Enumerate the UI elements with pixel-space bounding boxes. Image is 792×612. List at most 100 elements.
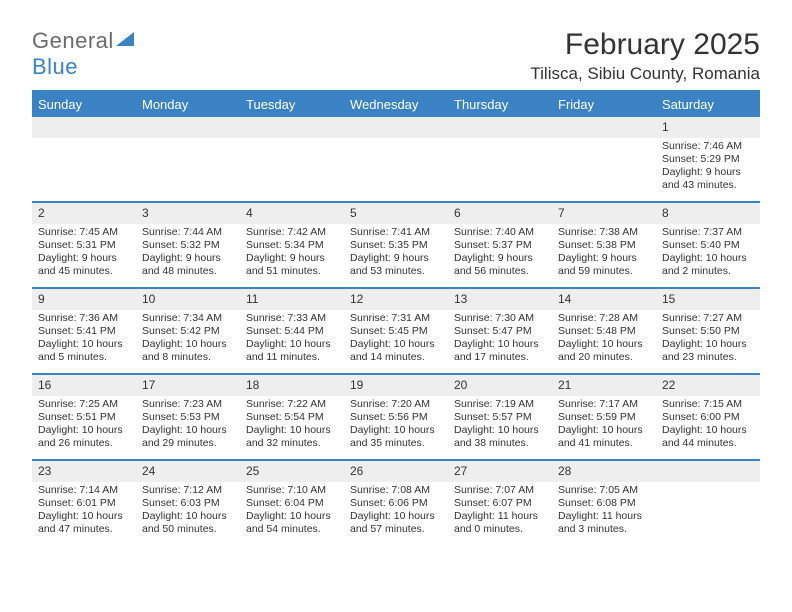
sunset-text: Sunset: 5:56 PM <box>350 411 442 424</box>
day-number: 14 <box>552 289 656 310</box>
daylight-text: Daylight: 9 hours and 59 minutes. <box>558 252 650 278</box>
sunrise-text: Sunrise: 7:34 AM <box>142 312 234 325</box>
day-cell: Sunrise: 7:30 AMSunset: 5:47 PMDaylight:… <box>448 310 552 374</box>
day-content: Sunrise: 7:05 AMSunset: 6:08 PMDaylight:… <box>552 482 656 541</box>
sunrise-text: Sunrise: 7:25 AM <box>38 398 130 411</box>
day-number: 9 <box>32 289 136 310</box>
day-content-row: Sunrise: 7:45 AMSunset: 5:31 PMDaylight:… <box>32 224 760 288</box>
sunset-text: Sunset: 5:37 PM <box>454 239 546 252</box>
daylight-text: Daylight: 9 hours and 53 minutes. <box>350 252 442 278</box>
day-number-cell: 2 <box>32 203 136 224</box>
day-number <box>448 117 552 138</box>
day-number-cell: 17 <box>136 375 240 396</box>
day-cell: Sunrise: 7:12 AMSunset: 6:03 PMDaylight:… <box>136 482 240 546</box>
day-cell: Sunrise: 7:08 AMSunset: 6:06 PMDaylight:… <box>344 482 448 546</box>
day-number-cell: 20 <box>448 375 552 396</box>
day-cell: Sunrise: 7:05 AMSunset: 6:08 PMDaylight:… <box>552 482 656 546</box>
day-cell: Sunrise: 7:38 AMSunset: 5:38 PMDaylight:… <box>552 224 656 288</box>
day-number-cell: 9 <box>32 289 136 310</box>
calendar-head: SundayMondayTuesdayWednesdayThursdayFrid… <box>32 92 760 117</box>
day-content: Sunrise: 7:31 AMSunset: 5:45 PMDaylight:… <box>344 310 448 369</box>
daylight-text: Daylight: 10 hours and 8 minutes. <box>142 338 234 364</box>
day-cell: Sunrise: 7:19 AMSunset: 5:57 PMDaylight:… <box>448 396 552 460</box>
day-content: Sunrise: 7:22 AMSunset: 5:54 PMDaylight:… <box>240 396 344 455</box>
day-number-cell: 11 <box>240 289 344 310</box>
day-number: 5 <box>344 203 448 224</box>
day-number: 17 <box>136 375 240 396</box>
day-content: Sunrise: 7:30 AMSunset: 5:47 PMDaylight:… <box>448 310 552 369</box>
daylight-text: Daylight: 10 hours and 50 minutes. <box>142 510 234 536</box>
sunset-text: Sunset: 5:32 PM <box>142 239 234 252</box>
day-cell: Sunrise: 7:31 AMSunset: 5:45 PMDaylight:… <box>344 310 448 374</box>
day-cell <box>448 138 552 202</box>
day-cell: Sunrise: 7:20 AMSunset: 5:56 PMDaylight:… <box>344 396 448 460</box>
sunrise-text: Sunrise: 7:10 AM <box>246 484 338 497</box>
day-content: Sunrise: 7:36 AMSunset: 5:41 PMDaylight:… <box>32 310 136 369</box>
header: GeneralBlue February 2025 Tilisca, Sibiu… <box>32 28 760 84</box>
sunrise-text: Sunrise: 7:23 AM <box>142 398 234 411</box>
day-number-cell <box>344 117 448 138</box>
day-number-cell: 25 <box>240 461 344 482</box>
sunset-text: Sunset: 5:40 PM <box>662 239 754 252</box>
brand-part1: General <box>32 28 114 53</box>
day-content: Sunrise: 7:15 AMSunset: 6:00 PMDaylight:… <box>656 396 760 455</box>
day-number-cell: 7 <box>552 203 656 224</box>
sunrise-text: Sunrise: 7:38 AM <box>558 226 650 239</box>
day-content: Sunrise: 7:46 AMSunset: 5:29 PMDaylight:… <box>656 138 760 197</box>
weekday-header: Friday <box>552 92 656 117</box>
daylight-text: Daylight: 10 hours and 26 minutes. <box>38 424 130 450</box>
sunrise-text: Sunrise: 7:41 AM <box>350 226 442 239</box>
day-content: Sunrise: 7:08 AMSunset: 6:06 PMDaylight:… <box>344 482 448 541</box>
day-number-cell: 6 <box>448 203 552 224</box>
daylight-text: Daylight: 10 hours and 5 minutes. <box>38 338 130 364</box>
day-number-cell: 8 <box>656 203 760 224</box>
day-cell: Sunrise: 7:15 AMSunset: 6:00 PMDaylight:… <box>656 396 760 460</box>
daylight-text: Daylight: 10 hours and 41 minutes. <box>558 424 650 450</box>
day-number: 8 <box>656 203 760 224</box>
day-content: Sunrise: 7:07 AMSunset: 6:07 PMDaylight:… <box>448 482 552 541</box>
sunset-text: Sunset: 5:41 PM <box>38 325 130 338</box>
weekday-row: SundayMondayTuesdayWednesdayThursdayFrid… <box>32 92 760 117</box>
day-content: Sunrise: 7:20 AMSunset: 5:56 PMDaylight:… <box>344 396 448 455</box>
daylight-text: Daylight: 11 hours and 0 minutes. <box>454 510 546 536</box>
sunrise-text: Sunrise: 7:36 AM <box>38 312 130 325</box>
day-cell: Sunrise: 7:33 AMSunset: 5:44 PMDaylight:… <box>240 310 344 374</box>
day-number-cell: 18 <box>240 375 344 396</box>
sunset-text: Sunset: 5:48 PM <box>558 325 650 338</box>
daylight-text: Daylight: 9 hours and 45 minutes. <box>38 252 130 278</box>
day-number-cell: 24 <box>136 461 240 482</box>
sunrise-text: Sunrise: 7:17 AM <box>558 398 650 411</box>
day-cell <box>32 138 136 202</box>
day-number-cell: 13 <box>448 289 552 310</box>
day-number-cell: 15 <box>656 289 760 310</box>
weekday-header: Monday <box>136 92 240 117</box>
sunrise-text: Sunrise: 7:33 AM <box>246 312 338 325</box>
day-content: Sunrise: 7:42 AMSunset: 5:34 PMDaylight:… <box>240 224 344 283</box>
day-content: Sunrise: 7:10 AMSunset: 6:04 PMDaylight:… <box>240 482 344 541</box>
day-number-cell: 28 <box>552 461 656 482</box>
sunset-text: Sunset: 5:47 PM <box>454 325 546 338</box>
day-content: Sunrise: 7:23 AMSunset: 5:53 PMDaylight:… <box>136 396 240 455</box>
day-number: 7 <box>552 203 656 224</box>
day-number: 15 <box>656 289 760 310</box>
day-number-cell: 12 <box>344 289 448 310</box>
weekday-header: Thursday <box>448 92 552 117</box>
sunrise-text: Sunrise: 7:14 AM <box>38 484 130 497</box>
day-content: Sunrise: 7:33 AMSunset: 5:44 PMDaylight:… <box>240 310 344 369</box>
sunset-text: Sunset: 5:42 PM <box>142 325 234 338</box>
daylight-text: Daylight: 10 hours and 54 minutes. <box>246 510 338 536</box>
daylight-text: Daylight: 9 hours and 51 minutes. <box>246 252 338 278</box>
daylight-text: Daylight: 10 hours and 38 minutes. <box>454 424 546 450</box>
day-number-cell <box>240 117 344 138</box>
day-cell: Sunrise: 7:14 AMSunset: 6:01 PMDaylight:… <box>32 482 136 546</box>
day-number-cell: 10 <box>136 289 240 310</box>
sunset-text: Sunset: 5:29 PM <box>662 153 754 166</box>
day-cell <box>240 138 344 202</box>
day-number <box>552 117 656 138</box>
day-content: Sunrise: 7:45 AMSunset: 5:31 PMDaylight:… <box>32 224 136 283</box>
day-cell: Sunrise: 7:25 AMSunset: 5:51 PMDaylight:… <box>32 396 136 460</box>
sunrise-text: Sunrise: 7:27 AM <box>662 312 754 325</box>
day-number-cell: 21 <box>552 375 656 396</box>
day-number-row: 2345678 <box>32 203 760 224</box>
sail-icon <box>116 28 138 54</box>
